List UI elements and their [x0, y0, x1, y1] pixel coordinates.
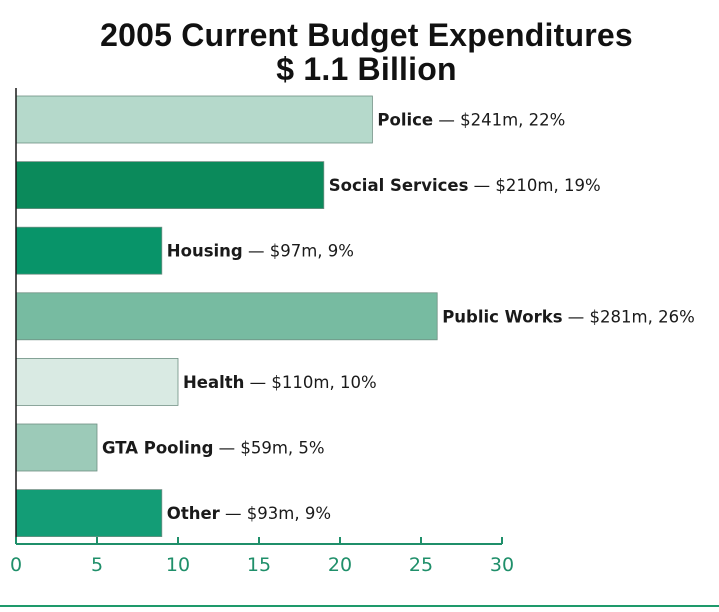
x-tick-label-15: 15 [247, 554, 271, 576]
bar-label-name: GTA Pooling [102, 439, 213, 458]
chart-title: 2005 Current Budget Expenditures $ 1.1 B… [0, 18, 719, 86]
x-tick-label-25: 25 [409, 554, 433, 576]
x-tick-label-0: 0 [10, 554, 22, 576]
bar-label-other: Other — $93m, 9% [167, 504, 331, 523]
x-tick-label-30: 30 [490, 554, 514, 576]
bar-label-detail: — $110m, 10% [244, 373, 376, 392]
bar-label-gta-pooling: GTA Pooling — $59m, 5% [102, 439, 325, 458]
chart-subtitle: $ 1.1 Billion [276, 51, 457, 87]
bar-label-housing: Housing — $97m, 9% [167, 242, 354, 261]
bar-label-detail: — $241m, 22% [433, 111, 565, 130]
bar-public-works [15, 292, 438, 341]
chart-title-line1: 2005 Current Budget Expenditures [100, 17, 633, 53]
x-tick-label-5: 5 [91, 554, 103, 576]
bottom-divider [0, 605, 719, 607]
bar-label-health: Health — $110m, 10% [183, 373, 377, 392]
bars-layer: Police — $241m, 22% Social Services — $21… [15, 95, 695, 538]
axes-layer: 0 5 10 15 20 25 30 [10, 88, 514, 576]
x-tick-label-20: 20 [328, 554, 352, 576]
bar-label-name: Housing [167, 242, 243, 261]
bar-label-name: Social Services [329, 176, 469, 195]
bar-label-police: Police — $241m, 22% [377, 111, 565, 130]
bar-housing [15, 226, 163, 275]
bar-label-name: Public Works [442, 307, 563, 326]
bar-label-detail: — $97m, 9% [243, 242, 354, 261]
bar-label-name: Health [183, 373, 244, 392]
bar-gta-pooling [15, 423, 98, 472]
bar-label-social-services: Social Services — $210m, 19% [329, 176, 601, 195]
bar-label-detail: — $59m, 5% [213, 439, 324, 458]
bar-label-detail: — $210m, 19% [468, 176, 600, 195]
bar-health [15, 357, 179, 406]
bar-label-public-works: Public Works — $281m, 26% [442, 307, 695, 326]
bar-label-detail: — $93m, 9% [220, 504, 331, 523]
bar-label-detail: — $281m, 26% [563, 307, 695, 326]
bar-social-services [15, 161, 325, 210]
bar-label-name: Police [377, 111, 433, 130]
bar-police [15, 95, 373, 144]
bar-other [15, 489, 163, 538]
bar-label-name: Other [167, 504, 221, 523]
x-tick-label-10: 10 [166, 554, 190, 576]
